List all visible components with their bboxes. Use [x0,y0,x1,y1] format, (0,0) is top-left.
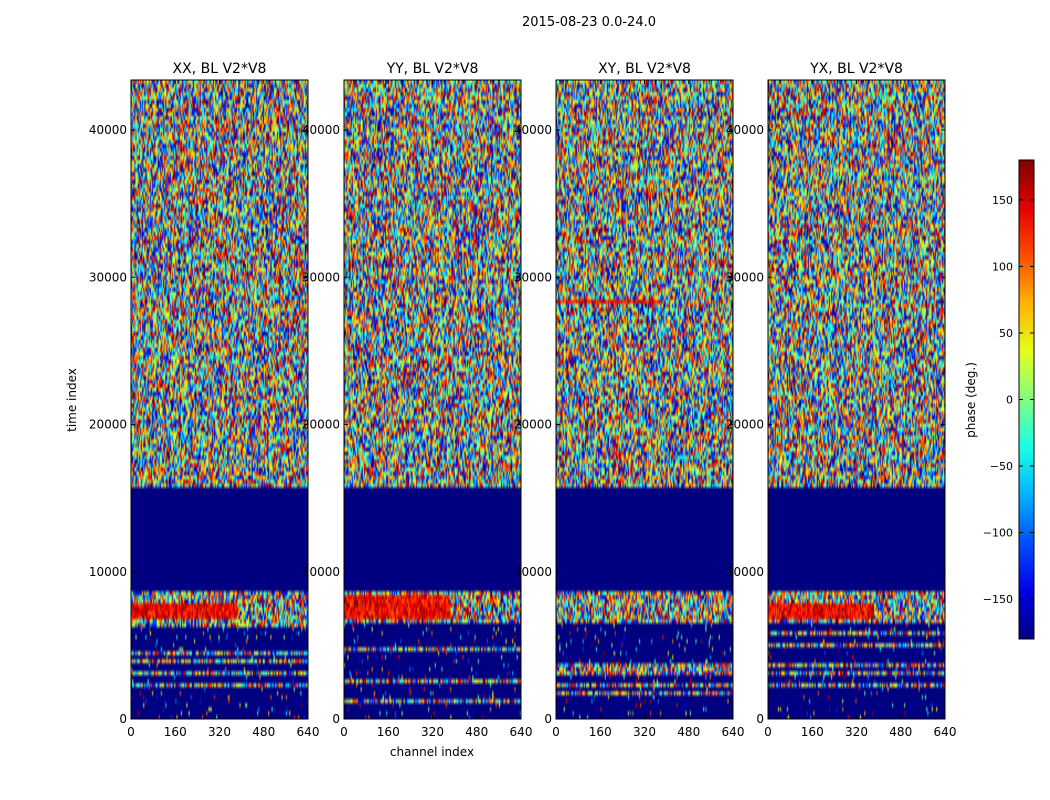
y-tick-label: 10000 [514,565,552,579]
colorbar-tick-label: 50 [999,327,1013,340]
y-tick-label: 10000 [89,565,127,579]
y-axis-label: time index [65,368,79,432]
panel-title: YY, BL V2*V8 [386,61,479,77]
y-tick-label: 30000 [726,270,764,284]
x-tick-label: 160 [164,725,187,739]
y-tick-label: 40000 [514,123,552,137]
y-tick-label: 30000 [89,270,127,284]
x-tick-label: 160 [377,725,400,739]
x-tick-label: 480 [465,725,488,739]
heatmap-image [131,80,308,719]
panel-title: XY, BL V2*V8 [598,61,691,77]
y-tick-label: 0 [332,712,340,726]
panel-title: YX, BL V2*V8 [809,61,903,77]
x-tick-label: 480 [252,725,275,739]
colorbar-tick-label: −100 [983,527,1013,540]
y-tick-label: 30000 [514,270,552,284]
colorbar: 150 100 50 0 −50 −100 −150 phase (deg.) [964,159,1035,640]
x-tick-label: 0 [764,725,772,739]
x-tick-label: 160 [589,725,612,739]
y-tick-label: 0 [756,712,764,726]
y-tick-label: 20000 [302,418,340,432]
x-tick-label: 640 [510,725,533,739]
panel-3: XY, BL V2*V8 0 160 320 480 640 0 10000 20000 3000… [514,61,745,739]
y-tick-label: 0 [544,712,552,726]
colorbar-label: phase (deg.) [964,362,978,438]
heatmap-image [768,80,945,719]
y-tick-label: 20000 [514,418,552,432]
colorbar-tick-label: 0 [1006,394,1013,407]
x-tick-label: 480 [889,725,912,739]
x-tick-label: 640 [722,725,745,739]
x-tick-label: 0 [127,725,135,739]
y-tick-label: 40000 [726,123,764,137]
heatmap-image [344,80,521,719]
x-tick-label: 0 [552,725,560,739]
y-tick-label: 30000 [302,270,340,284]
panel-4: YX, BL V2*V8 0 160 320 480 640 0 10000 20000 3000… [726,61,957,739]
x-tick-label: 320 [845,725,868,739]
panels-group: XX, BL V2*V8 0 160 320 480 640 0 10000 20000 3000… [89,61,957,739]
x-axis-label: channel index [390,745,474,759]
y-tick-label: 10000 [302,565,340,579]
x-tick-label: 0 [340,725,348,739]
y-tick-label: 40000 [89,123,127,137]
panel-2: YY, BL V2*V8 0 160 320 480 640 0 10000 20000 3000… [302,61,533,739]
x-tick-label: 320 [633,725,656,739]
colorbar-tick-label: 100 [992,260,1013,273]
x-tick-label: 320 [421,725,444,739]
x-tick-label: 640 [934,725,957,739]
y-tick-label: 40000 [302,123,340,137]
colorbar-tick-label: −50 [990,460,1013,473]
x-tick-label: 320 [208,725,231,739]
y-tick-label: 20000 [89,418,127,432]
colorbar-tick-label: 150 [992,194,1013,207]
y-tick-label: 10000 [726,565,764,579]
y-tick-label: 0 [119,712,127,726]
colorbar-tick-label: −150 [983,593,1013,606]
y-tick-label: 20000 [726,418,764,432]
x-tick-label: 160 [801,725,824,739]
panel-1: XX, BL V2*V8 0 160 320 480 640 0 10000 20000 3000… [89,61,320,739]
heatmap-image [556,80,733,719]
x-tick-label: 480 [677,725,700,739]
figure-suptitle: 2015-08-23 0.0-24.0 [522,15,656,30]
panel-title: XX, BL V2*V8 [173,61,267,77]
x-tick-label: 640 [297,725,320,739]
